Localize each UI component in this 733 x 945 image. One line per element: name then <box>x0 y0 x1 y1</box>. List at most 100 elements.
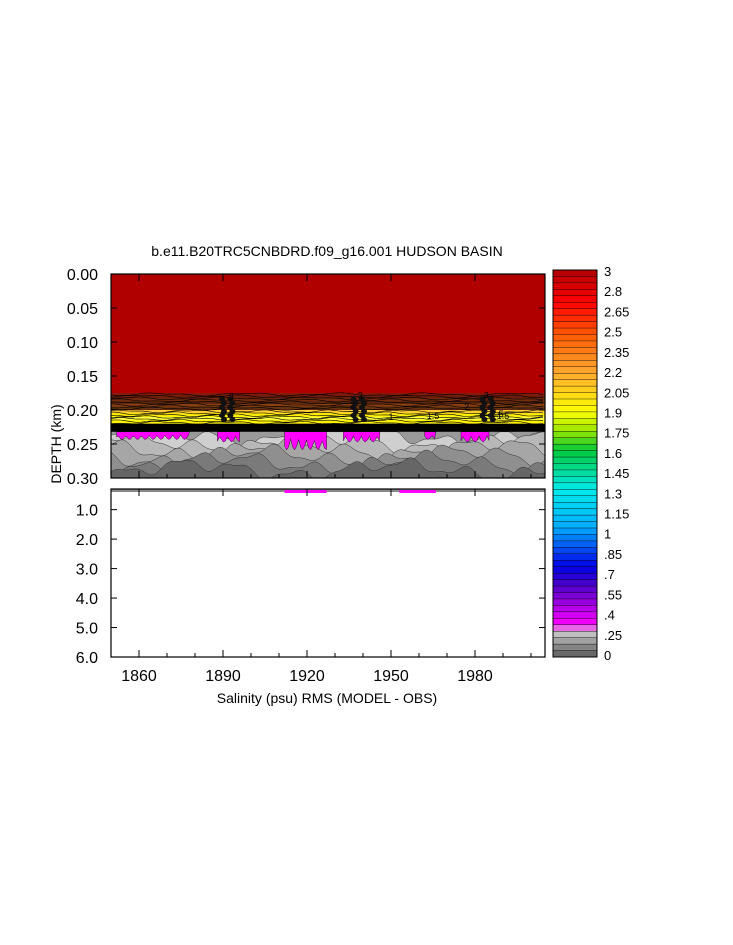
contour-line <box>110 419 543 423</box>
colorbar-label: 1.6 <box>604 446 622 461</box>
colorbar-step <box>552 579 598 587</box>
y-tick-label: 1.0 <box>76 503 98 520</box>
magenta-patch <box>399 490 436 493</box>
colorbar-step <box>552 611 598 619</box>
y-tick-label: 2.0 <box>76 532 98 549</box>
colorbar-step <box>552 527 598 535</box>
colorbar-label: 1.45 <box>604 466 629 481</box>
colorbar-step <box>552 605 598 613</box>
upper-panel: 3 3 32 22.51.5 1.51 0.000.050.100.150.200.25… <box>67 267 546 488</box>
contour-blob <box>227 412 234 419</box>
colorbar-step <box>552 521 598 529</box>
colorbar-step <box>552 560 598 568</box>
x-axis-label: Salinity (psu) RMS (MODEL - OBS) <box>217 690 437 706</box>
x-tick-label: 1950 <box>373 668 409 685</box>
colorbar-label: 2.35 <box>604 345 629 360</box>
contour-blob <box>359 404 365 410</box>
colorbar-step <box>552 418 598 426</box>
contour-fill <box>110 457 546 479</box>
colorbar-step <box>552 353 598 361</box>
colorbar-step <box>552 566 598 574</box>
contour-blob <box>221 408 227 414</box>
contour-label: 2 <box>349 401 354 411</box>
contour-blob <box>350 412 357 419</box>
y-tick-label: 0.30 <box>67 471 98 488</box>
contour-blob <box>352 408 359 414</box>
colorbar-step <box>552 624 598 632</box>
colorbar-label: 1 <box>604 527 611 542</box>
y-tick-label: 0.05 <box>67 301 98 318</box>
contour-blob <box>229 408 236 414</box>
contour-blob <box>350 396 357 402</box>
depth-band-stripe <box>111 410 545 414</box>
contour-blob <box>350 404 357 410</box>
contour-blob <box>481 408 488 414</box>
colorbar-label: .85 <box>604 547 622 562</box>
colorbar-step <box>552 282 598 290</box>
colorbar-label: 1.15 <box>604 507 629 522</box>
contour-label: 2.5 <box>491 409 504 419</box>
depth-band-stripe <box>111 395 545 399</box>
contour-blob <box>229 416 236 423</box>
colorbar-step <box>552 308 598 316</box>
depth-band-stripe <box>111 420 545 424</box>
contour-blob <box>487 412 494 419</box>
contour-blob <box>229 400 236 406</box>
colorbar-step <box>552 650 598 658</box>
contour-blob <box>219 412 225 419</box>
depth-band-stripe <box>111 413 545 417</box>
colorbar-label: 2.2 <box>604 365 622 380</box>
contour-blob <box>359 396 365 402</box>
contour-blob <box>361 400 367 406</box>
colorbar-step <box>552 340 598 348</box>
y-axis-label: DEPTH (km) <box>48 404 64 483</box>
colorbar-frame <box>552 269 598 658</box>
contour-line <box>111 411 544 416</box>
colorbar-step <box>552 398 598 406</box>
colorbar-step <box>552 469 598 477</box>
colorbar-step <box>552 385 598 394</box>
colorbar-step <box>552 327 598 335</box>
colorbar-step <box>552 502 598 510</box>
depth-band-stripe <box>111 403 545 407</box>
contour-blob <box>489 408 496 414</box>
colorbar-step <box>552 360 598 368</box>
colorbar-label: 1.9 <box>604 405 622 420</box>
contour-blob <box>489 400 496 406</box>
contour-blob <box>481 400 488 406</box>
magenta-patch <box>116 431 190 440</box>
contour-blob <box>352 400 359 406</box>
lower-panel: 1.0 2.0 3.0 4.0 5.0 6.0 1860 1890 1920 1950 1980 <box>76 274 546 685</box>
colorbar-step <box>552 508 598 516</box>
colorbar-label: 2.8 <box>604 284 622 299</box>
chart-title: b.e11.B20TRC5CNBDRD.f09_g16.001 HUDSON B… <box>151 243 502 259</box>
colorbar-step <box>552 437 598 445</box>
colorbar-step <box>552 405 598 413</box>
colorbar-step <box>552 463 598 471</box>
depth-band-stripe <box>111 401 545 404</box>
y-tick-label: 4.0 <box>76 591 98 608</box>
magenta-patch <box>424 431 437 440</box>
contour-line <box>110 400 543 405</box>
colorbar-step <box>552 618 598 626</box>
contour-line <box>110 409 544 414</box>
colorbar-label: 1.75 <box>604 426 629 441</box>
colorbar-step <box>552 450 598 458</box>
contour-blob <box>479 404 486 410</box>
colorbar-step <box>552 637 598 645</box>
colorbar-label: 1.3 <box>604 486 622 501</box>
x-tick-label: 1980 <box>457 668 493 685</box>
contour-label: 1 <box>388 412 393 422</box>
y-tick-label: 0.15 <box>67 369 98 386</box>
contour-line <box>110 398 544 403</box>
contour-blob <box>219 396 225 402</box>
depth-band <box>111 274 545 393</box>
contour-label: 3 <box>229 392 234 402</box>
contour-blob <box>487 404 494 410</box>
contour-label: 3 <box>484 390 489 400</box>
colorbar-step <box>552 540 598 548</box>
contour-line <box>110 424 543 428</box>
contour-label: 3 <box>358 390 363 400</box>
contour-blob <box>221 416 227 423</box>
contour-blob <box>352 416 359 423</box>
